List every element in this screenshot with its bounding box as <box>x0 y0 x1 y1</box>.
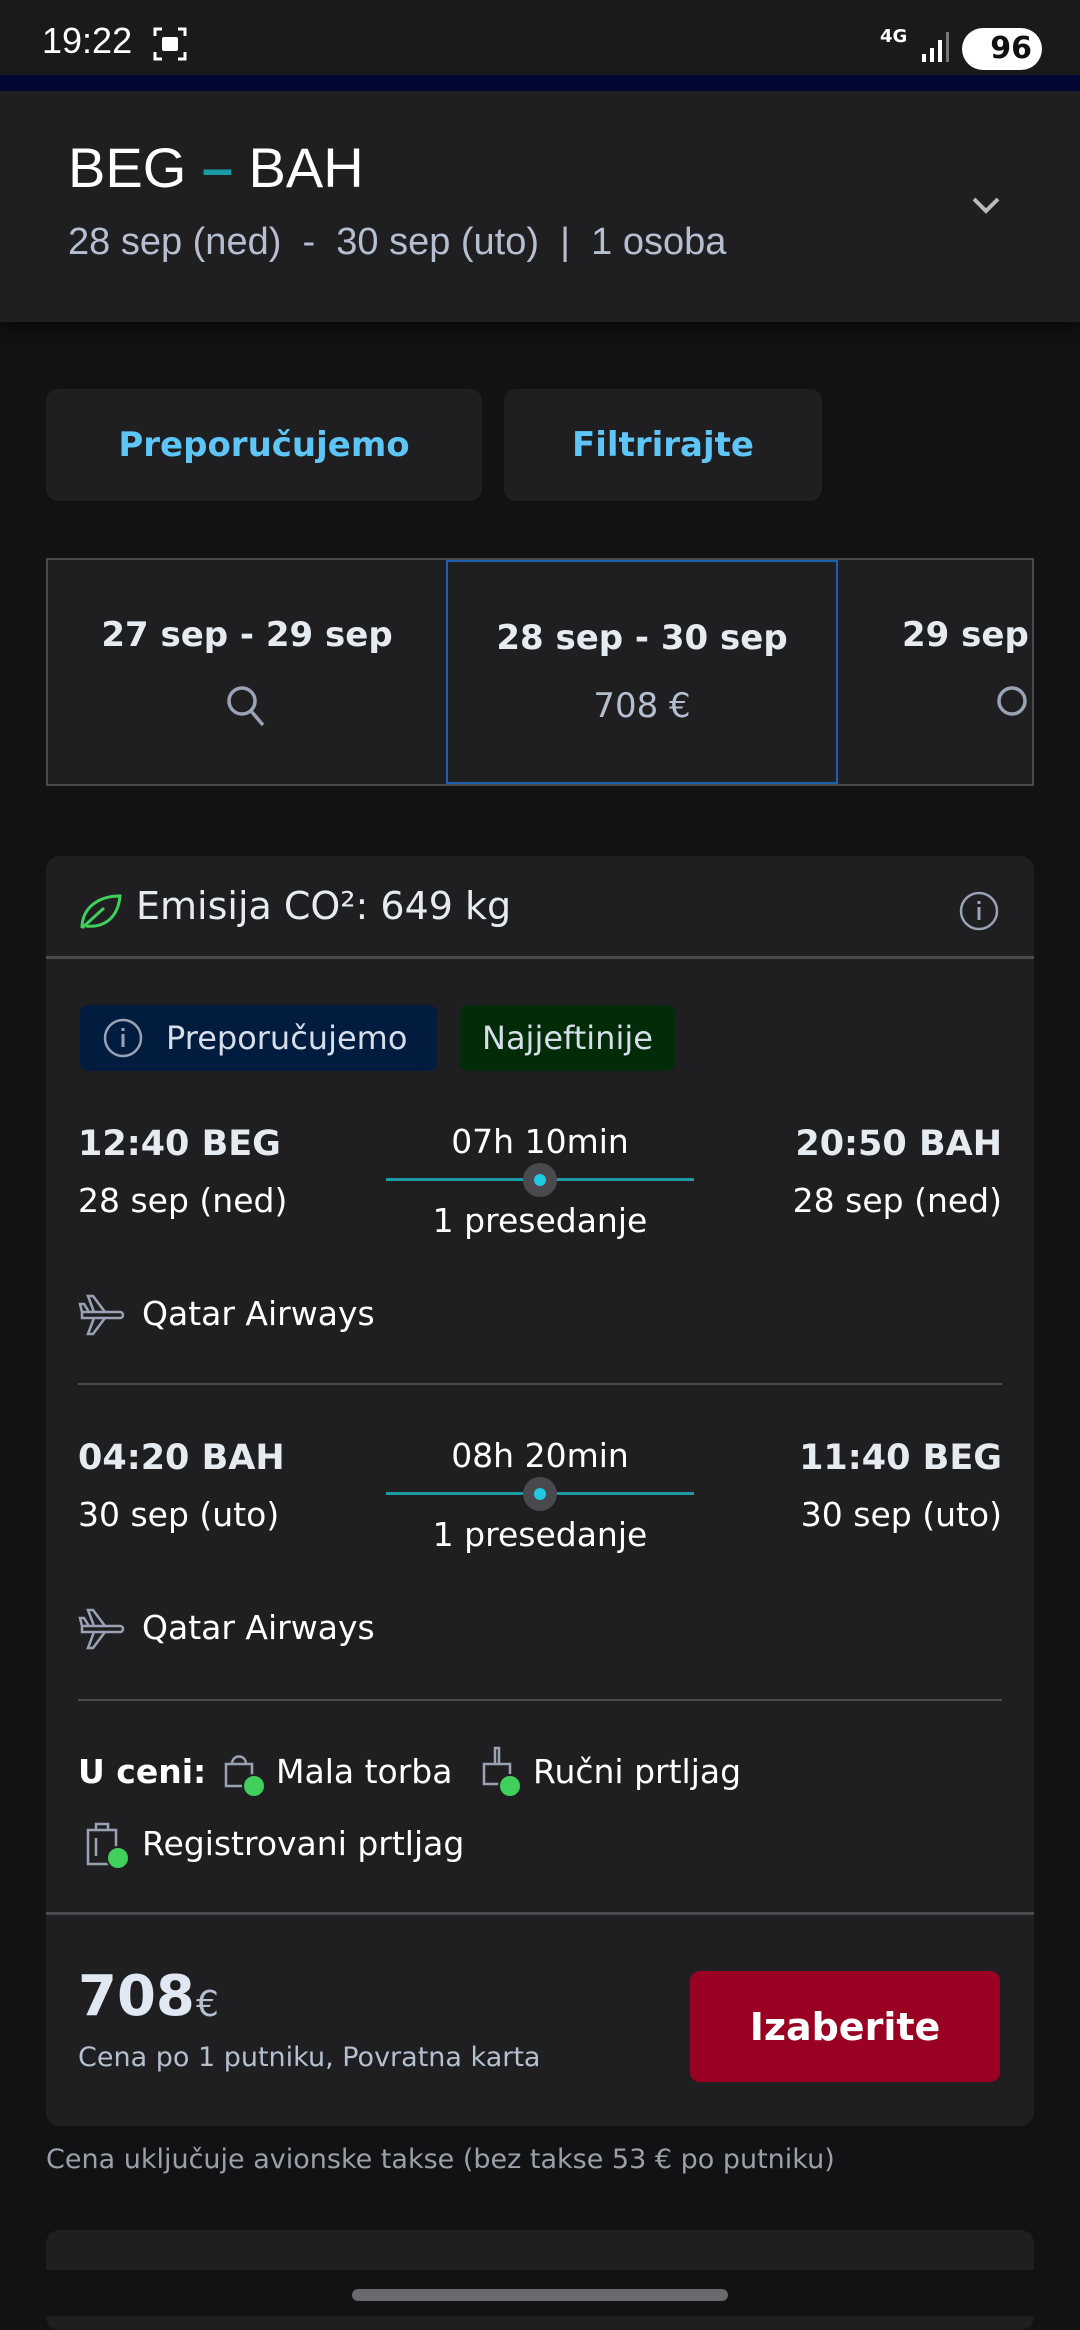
badge-label: Najjeftinije <box>482 1019 653 1057</box>
battery-level: 96 <box>990 31 1032 66</box>
date-range: 29 sep <box>902 615 1029 655</box>
stops: 1 presedanje <box>432 1515 648 1554</box>
departure-date: 30 sep (uto) <box>78 1495 280 1534</box>
stop-dot <box>523 1163 557 1197</box>
status-time: 19:22 <box>42 20 133 61</box>
divider <box>46 1912 1034 1915</box>
departure-time: 12:40 BEG <box>78 1124 281 1164</box>
search-icon <box>227 686 265 727</box>
signal-icon <box>922 32 949 62</box>
divider <box>78 1383 1002 1385</box>
info-icon[interactable] <box>958 890 1000 932</box>
departure-date: 28 sep (ned) <box>78 1181 288 1220</box>
network-type: 4G <box>880 26 908 47</box>
search-icon <box>997 686 1027 716</box>
duration: 07h 10min <box>451 1122 629 1161</box>
stops: 1 presedanje <box>432 1201 648 1240</box>
arrival-date: 28 sep (ned) <box>792 1181 1002 1220</box>
flight-offer-card: Emisija CO²: 649 kg Preporučujemo Najjef… <box>46 856 1034 2126</box>
status-bar: 19:22 4G 96 <box>0 0 1080 75</box>
divider <box>46 956 1034 959</box>
stop-dot <box>523 1477 557 1511</box>
check-icon <box>242 1774 266 1798</box>
route-title: BEG – BAH <box>68 135 364 200</box>
trip-details: 28 sep (ned) - 30 sep (uto) | 1 osoba <box>68 221 727 263</box>
arrival-time: 11:40 BEG <box>799 1438 1002 1478</box>
origin: BEG <box>68 136 187 199</box>
included-item: Mala torba <box>276 1752 453 1791</box>
progress-bar <box>0 75 1080 91</box>
cheapest-badge: Najjeftinije <box>460 1005 675 1071</box>
price: 708 <box>78 1964 195 2029</box>
co2-emission: Emisija CO²: 649 kg <box>136 884 512 928</box>
date-range: 27 sep - 29 sep <box>101 615 393 655</box>
recommended-badge: Preporučujemo <box>80 1005 437 1071</box>
plane-icon <box>78 1294 125 1336</box>
tax-footnote: Cena uključuje avionske takse (bez takse… <box>46 2144 835 2175</box>
leaf-icon <box>80 894 122 930</box>
date-tab-selected[interactable]: 28 sep - 30 sep 708 € <box>446 560 838 784</box>
airline: Qatar Airways <box>142 1294 375 1333</box>
badge-label: Preporučujemo <box>166 1019 408 1057</box>
date-tab[interactable]: 27 sep - 29 sep <box>48 560 446 784</box>
search-summary[interactable]: BEG – BAH 28 sep (ned) - 30 sep (uto) | … <box>0 91 1080 322</box>
airline: Qatar Airways <box>142 1608 375 1647</box>
info-icon <box>103 1018 143 1058</box>
home-handle[interactable] <box>352 2289 728 2301</box>
divider <box>78 1699 1002 1701</box>
price-note: Cena po 1 putniku, Povratna karta <box>78 2042 541 2073</box>
chevron-down-icon[interactable] <box>966 191 1006 221</box>
check-icon <box>106 1846 130 1870</box>
destination: BAH <box>248 136 364 199</box>
date-range: 28 sep - 30 sep <box>496 618 788 658</box>
select-button[interactable]: Izaberite <box>690 1971 1000 2082</box>
departure-time: 04:20 BAH <box>78 1438 285 1478</box>
check-icon <box>498 1774 522 1798</box>
date-price: 708 € <box>593 686 691 726</box>
currency: € <box>196 1984 219 2025</box>
included-label: U ceni: <box>78 1752 207 1791</box>
included-item: Registrovani prtljag <box>142 1824 465 1863</box>
date-tabs[interactable]: 27 sep - 29 sep 28 sep - 30 sep 708 € 29… <box>46 558 1034 786</box>
duration: 08h 20min <box>451 1436 629 1475</box>
battery-indicator: 96 <box>962 28 1042 70</box>
arrival-time: 20:50 BAH <box>795 1124 1002 1164</box>
included-item: Ručni prtljag <box>533 1752 742 1791</box>
date-tab[interactable]: 29 sep <box>838 560 1032 784</box>
plane-icon <box>78 1608 125 1650</box>
recommend-sort-button[interactable]: Preporučujemo <box>46 389 482 501</box>
arrival-date: 30 sep (uto) <box>800 1495 1002 1534</box>
route-dash: – <box>201 136 233 199</box>
screenshot-icon <box>153 27 187 61</box>
filter-button[interactable]: Filtrirajte <box>504 389 822 501</box>
